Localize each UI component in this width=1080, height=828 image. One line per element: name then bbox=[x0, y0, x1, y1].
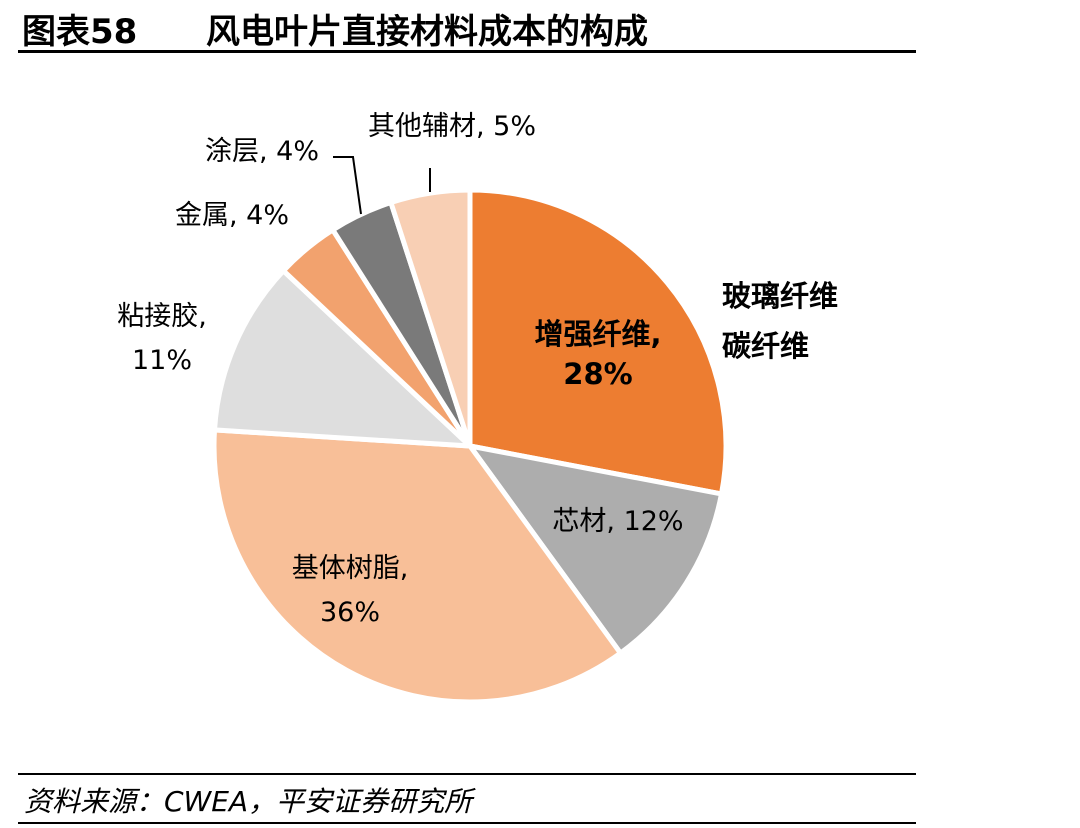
pie-chart: 增强纤维, 28% 芯材, 12% 基体树脂, 36% 粘接胶, 11% 金属, 4% 涂层, … bbox=[117, 111, 838, 705]
slice-label-2: 芯材, 12% bbox=[552, 506, 683, 537]
annotation: 玻璃纤维碳纤维 bbox=[722, 279, 838, 363]
slice-label-7: 其他辅材, 5% bbox=[368, 111, 536, 142]
pie-slice-2 bbox=[464, 442, 725, 657]
slice-label-1: 增强纤维, 28% bbox=[534, 317, 661, 391]
chart-title: 风电叶片直接材料成本的构成 bbox=[206, 12, 648, 52]
title-bar: 图表58 风电叶片直接材料成本的构成 bbox=[18, 0, 916, 53]
source-divider bbox=[18, 773, 916, 775]
leader-lines bbox=[333, 156, 431, 215]
bottom-divider bbox=[18, 822, 916, 824]
fiber-type-annotation: 玻璃纤维碳纤维 bbox=[722, 279, 838, 363]
pie-slice-1 bbox=[467, 187, 729, 497]
pie-slice-7 bbox=[387, 187, 473, 447]
source-note: 资料来源：CWEA，平安证券研究所 bbox=[24, 785, 473, 818]
slice-label-5: 金属, 4% bbox=[175, 200, 289, 231]
slice-label-4: 粘接胶, 11% bbox=[117, 301, 207, 376]
figure-label: 图表58 bbox=[22, 12, 138, 52]
pie-slice-3 bbox=[211, 427, 624, 705]
slice-label-3: 基体树脂, 36% bbox=[292, 553, 409, 628]
slice-label-6: 涂层, 4% bbox=[205, 136, 319, 167]
leader-line-6 bbox=[333, 156, 362, 215]
pie-slices bbox=[211, 187, 729, 705]
pie-slice-4 bbox=[211, 267, 477, 449]
slice-labels: 增强纤维, 28% 芯材, 12% 基体树脂, 36% 粘接胶, 11% 金属, 4% 涂层, … bbox=[117, 111, 683, 628]
